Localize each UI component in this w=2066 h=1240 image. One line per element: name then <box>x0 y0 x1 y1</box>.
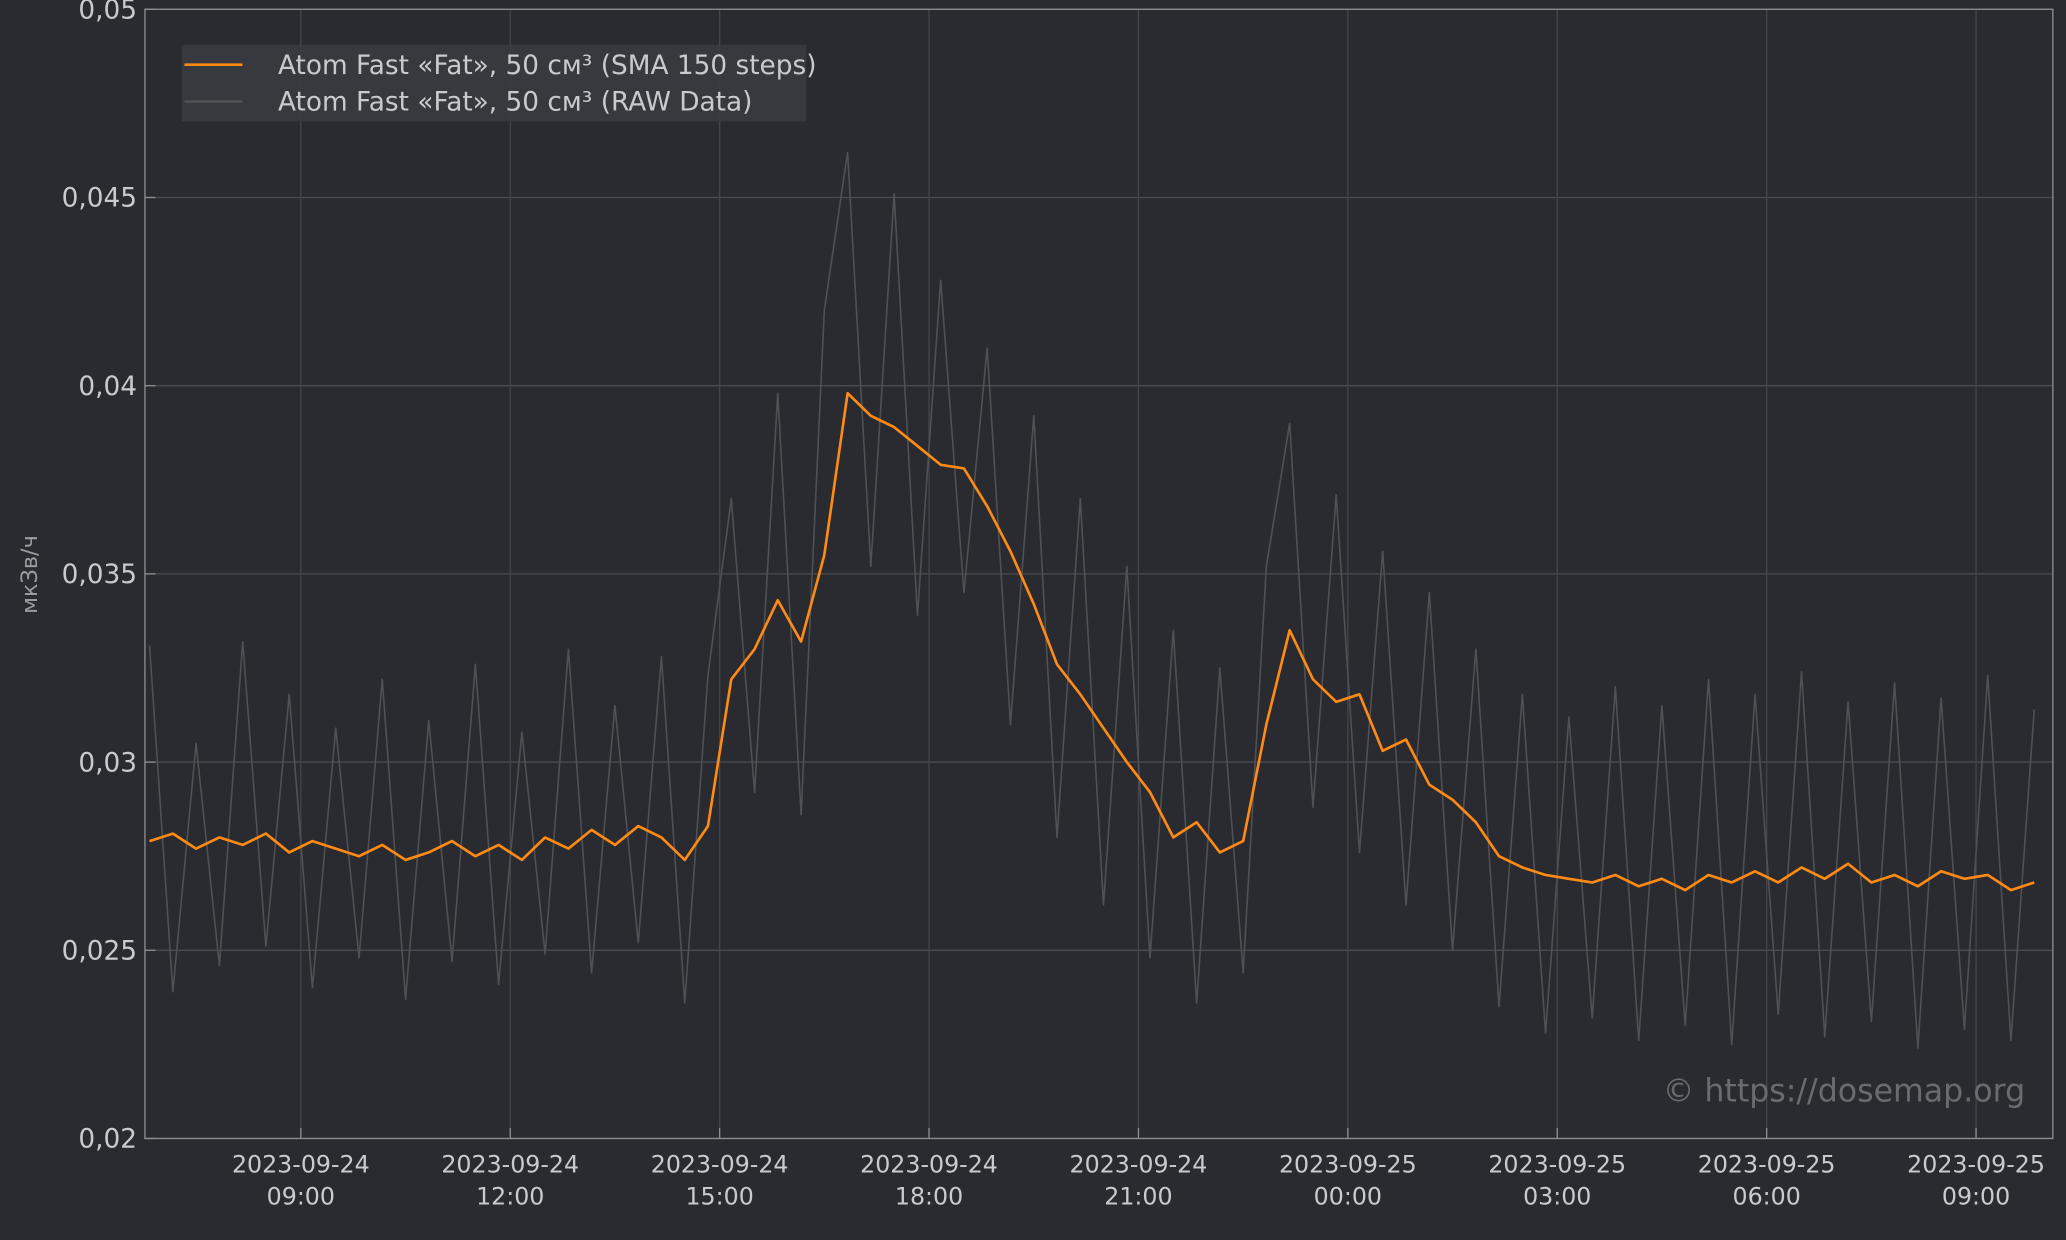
x-tick-label: 06:00 <box>1732 1182 1800 1210</box>
x-tick-label: 15:00 <box>685 1182 753 1210</box>
x-tick-label: 2023-09-25 <box>1488 1151 1626 1179</box>
y-tick-label: 0,05 <box>78 0 137 26</box>
x-tick-label: 2023-09-24 <box>232 1151 370 1179</box>
watermark: © https://dosemap.org <box>1663 1074 2025 1110</box>
y-tick-label: 0,04 <box>78 372 137 402</box>
x-tick-label: 2023-09-25 <box>1279 1151 1417 1179</box>
x-tick-label: 12:00 <box>476 1182 544 1210</box>
plot-area <box>148 151 2036 1049</box>
x-tick-label: 2023-09-25 <box>1907 1151 2045 1179</box>
legend-label: Atom Fast «Fat», 50 см³ (RAW Data) <box>278 88 752 118</box>
x-tick-label: 09:00 <box>1942 1182 2010 1210</box>
x-tick-label: 2023-09-24 <box>651 1151 789 1179</box>
y-axis-label: мкЗв/ч <box>17 535 43 614</box>
x-tick-label: 21:00 <box>1104 1182 1172 1210</box>
legend: Atom Fast «Fat», 50 см³ (SMA 150 steps) A… <box>181 44 817 122</box>
plot-frame <box>144 8 2054 1140</box>
x-tick-label: 00:00 <box>1314 1182 1382 1210</box>
x-tick-label: 18:00 <box>895 1182 963 1210</box>
x-tick-label: 2023-09-24 <box>1070 1151 1208 1179</box>
legend-box <box>181 44 807 122</box>
y-tick-label: 0,025 <box>62 937 137 967</box>
series-line <box>148 151 2036 1049</box>
legend-label: Atom Fast «Fat», 50 см³ (SMA 150 steps) <box>278 51 817 81</box>
y-tick-label: 0,02 <box>78 1125 137 1155</box>
y-tick-label: 0,045 <box>62 184 137 214</box>
x-tick-label: 2023-09-24 <box>860 1151 998 1179</box>
x-tick-label: 03:00 <box>1523 1182 1591 1210</box>
x-tick-label: 2023-09-25 <box>1698 1151 1836 1179</box>
y-tick-label: 0,03 <box>78 748 137 778</box>
y-tick-label: 0,035 <box>62 560 137 590</box>
x-tick-label: 09:00 <box>267 1182 335 1210</box>
x-tick-label: 2023-09-24 <box>441 1151 579 1179</box>
axes: 0,02 0,025 0,03 0,035 0,04 0,045 0,05 2023-09-2… <box>62 0 2045 1210</box>
series-line <box>149 391 2035 892</box>
grid <box>144 8 2053 1140</box>
